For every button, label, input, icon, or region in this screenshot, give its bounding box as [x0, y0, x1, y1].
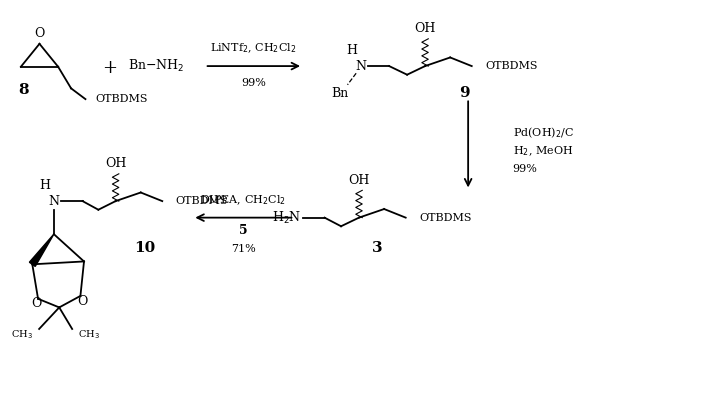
Polygon shape	[29, 234, 54, 266]
Text: H$_2$, MeOH: H$_2$, MeOH	[513, 144, 573, 158]
Text: Bn: Bn	[332, 87, 349, 100]
Text: 99%: 99%	[241, 78, 266, 88]
Text: OTBDMS: OTBDMS	[175, 196, 228, 206]
Text: OTBDMS: OTBDMS	[485, 61, 538, 71]
Text: N: N	[48, 195, 60, 208]
Text: Pd(OH)$_2$/C: Pd(OH)$_2$/C	[513, 126, 574, 140]
Text: DIPEA, CH$_2$Cl$_2$: DIPEA, CH$_2$Cl$_2$	[200, 194, 286, 207]
Text: CH$_3$: CH$_3$	[11, 328, 33, 341]
Text: LiNTf$_2$, CH$_2$Cl$_2$: LiNTf$_2$, CH$_2$Cl$_2$	[210, 41, 297, 55]
Text: O: O	[77, 295, 87, 308]
Text: 10: 10	[134, 241, 156, 255]
Text: N: N	[355, 59, 366, 73]
Text: 9: 9	[460, 86, 470, 100]
Text: H: H	[346, 44, 358, 57]
Text: Bn$-$NH$_2$: Bn$-$NH$_2$	[129, 58, 185, 74]
Text: CH$_3$: CH$_3$	[78, 328, 101, 341]
Text: +: +	[102, 59, 116, 77]
Text: H$_2$N: H$_2$N	[272, 209, 302, 225]
Text: 8: 8	[19, 83, 29, 97]
Text: OH: OH	[105, 157, 126, 170]
Text: OTBDMS: OTBDMS	[419, 213, 472, 223]
Text: 99%: 99%	[513, 164, 538, 174]
Text: H: H	[39, 179, 51, 192]
Text: O: O	[32, 297, 42, 310]
Text: OH: OH	[348, 174, 370, 187]
Text: 3: 3	[372, 241, 382, 255]
Text: O: O	[34, 27, 45, 40]
Text: OH: OH	[414, 22, 436, 35]
Text: OTBDMS: OTBDMS	[95, 94, 148, 104]
Text: 5: 5	[239, 224, 248, 237]
Text: 71%: 71%	[231, 244, 256, 254]
